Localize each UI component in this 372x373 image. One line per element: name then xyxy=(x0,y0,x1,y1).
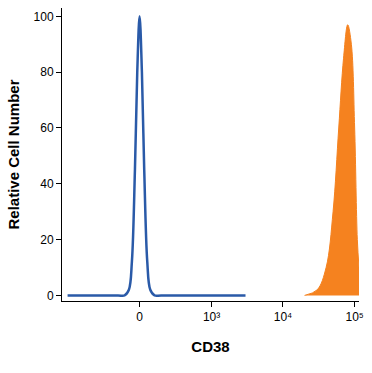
svg-text:40: 40 xyxy=(40,177,54,191)
svg-text:0: 0 xyxy=(47,289,54,303)
svg-text:0: 0 xyxy=(136,310,143,324)
svg-text:60: 60 xyxy=(40,121,54,135)
svg-text:80: 80 xyxy=(40,65,54,79)
svg-text:100: 100 xyxy=(34,10,54,24)
svg-text:10⁴: 10⁴ xyxy=(274,310,293,324)
svg-text:10³: 10³ xyxy=(203,310,220,324)
svg-text:10⁵: 10⁵ xyxy=(345,310,363,324)
svg-text:CD38: CD38 xyxy=(191,338,229,355)
svg-text:Relative Cell Number: Relative Cell Number xyxy=(5,79,22,229)
svg-text:20: 20 xyxy=(40,233,54,247)
